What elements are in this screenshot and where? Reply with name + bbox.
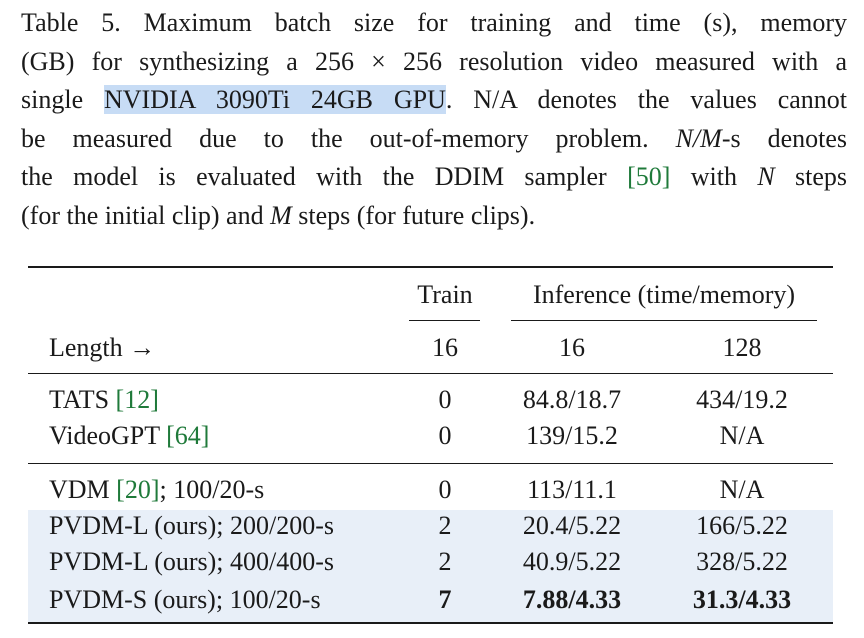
method-label: TATS xyxy=(49,385,116,414)
method-label: VDM xyxy=(49,475,116,504)
method-name: PVDM-L (ours); 200/200-s xyxy=(49,510,334,542)
length-inference-16: 16 xyxy=(510,332,634,364)
bottom-rule xyxy=(28,622,833,624)
math-symbol: M xyxy=(270,201,292,230)
method-label: VideoGPT xyxy=(49,421,166,450)
table-caption: Table 5. Maximum batch size for training… xyxy=(21,4,847,235)
citation-link[interactable]: [12] xyxy=(116,385,159,414)
inference-16: 84.8/18.7 xyxy=(505,384,639,416)
train-batch-size: 2 xyxy=(405,546,485,578)
caption-line-2: (GB) for synthesizing a 256 × 256 resolu… xyxy=(21,43,847,82)
method-name: PVDM-S (ours); 100/20-s xyxy=(49,584,321,616)
inference-128: 31.3/4.33 xyxy=(672,584,812,616)
inference-underline xyxy=(511,320,817,321)
caption-line-3: single NVIDIA 3090Ti 24GB GPU. N/A denot… xyxy=(21,81,847,120)
method-name: TATS [12] xyxy=(49,384,159,416)
caption-line-1: Table 5. Maximum batch size for training… xyxy=(21,4,847,43)
train-underline xyxy=(409,320,480,321)
math-symbol: N xyxy=(757,162,774,191)
method-name: VideoGPT [64] xyxy=(49,420,209,452)
caption-text: single xyxy=(21,85,104,114)
caption-text: steps (for future clips). xyxy=(292,201,535,230)
inference-128: N/A xyxy=(672,474,812,506)
length-inference-128: 128 xyxy=(680,332,804,364)
highlighted-text[interactable]: NVIDIA 3090Ti 24GB GPU xyxy=(104,85,446,114)
inference-16: 139/15.2 xyxy=(505,420,639,452)
caption-text: the model is evaluated with the DDIM sam… xyxy=(21,162,627,191)
method-label: PVDM-L (ours); 200/200-s xyxy=(49,511,334,540)
caption-text: (for the initial clip) and xyxy=(21,201,270,230)
citation-link[interactable]: [64] xyxy=(166,421,209,450)
header-inference: Inference (time/memory) xyxy=(506,279,822,311)
group-rule xyxy=(28,463,833,464)
caption-line-6: (for the initial clip) and M steps (for … xyxy=(21,197,847,236)
inference-16: 20.4/5.22 xyxy=(505,510,639,542)
header-rule xyxy=(28,373,833,374)
train-batch-size: 0 xyxy=(405,384,485,416)
caption-line-4: be measured due to the out-of-memory pro… xyxy=(21,120,847,159)
inference-16: 7.88/4.33 xyxy=(505,584,639,616)
caption-text: with xyxy=(670,162,757,191)
top-rule xyxy=(28,266,833,268)
method-label: PVDM-S (ours); 100/20-s xyxy=(49,585,321,614)
method-suffix: ; 100/20-s xyxy=(160,475,265,504)
citation-link[interactable]: [20] xyxy=(116,475,159,504)
citation-link[interactable]: [50] xyxy=(627,162,670,191)
inference-128: N/A xyxy=(672,420,812,452)
train-batch-size: 2 xyxy=(405,510,485,542)
inference-16: 113/11.1 xyxy=(505,474,639,506)
inference-128: 166/5.22 xyxy=(672,510,812,542)
method-label: PVDM-L (ours); 400/400-s xyxy=(49,547,334,576)
train-batch-size: 0 xyxy=(405,420,485,452)
train-batch-size: 7 xyxy=(405,584,485,616)
caption-text: steps xyxy=(775,162,847,191)
inference-16: 40.9/5.22 xyxy=(505,546,639,578)
inference-128: 434/19.2 xyxy=(672,384,812,416)
method-name: PVDM-L (ours); 400/400-s xyxy=(49,546,334,578)
caption-line-5: the model is evaluated with the DDIM sam… xyxy=(21,158,847,197)
caption-text: be measured due to the out-of-memory pro… xyxy=(21,124,676,153)
caption-text: . N/A denotes the values cannot xyxy=(446,85,847,114)
length-label: Length → xyxy=(49,332,155,364)
train-batch-size: 0 xyxy=(405,474,485,506)
math-symbol: N/M xyxy=(676,124,722,153)
inference-128: 328/5.22 xyxy=(672,546,812,578)
header-train: Train xyxy=(405,279,485,311)
method-name: VDM [20]; 100/20-s xyxy=(49,474,264,506)
caption-text: -s denotes xyxy=(722,124,847,153)
length-train: 16 xyxy=(405,332,485,364)
